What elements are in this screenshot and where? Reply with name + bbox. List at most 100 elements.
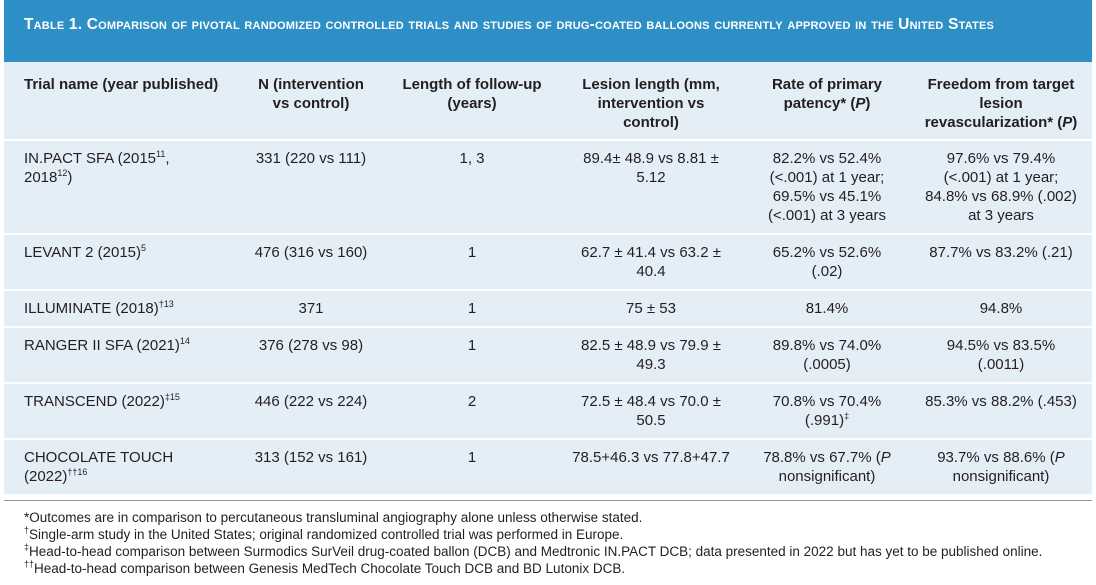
text-run: Rate of primary patency* ( — [771, 76, 883, 112]
text-run: 82.5 ± 48.9 vs 79.9 ± 49.3 — [581, 337, 721, 373]
table-cell: 1 — [386, 290, 558, 328]
header-row: Trial name (year published) N (interventi… — [4, 62, 1092, 141]
table-cell: 313 (152 vs 161) — [236, 439, 386, 496]
table-cell: 75 ± 53 — [558, 290, 744, 328]
table-row: TRANSCEND (2022)‡15 446 (222 vs 224) 2 72.5… — [4, 383, 1092, 440]
text-run: nonsignificant) — [778, 468, 876, 485]
text-run: 97.6% vs 79.4% (<.001) at 1 year; 84.8% … — [925, 150, 1077, 224]
text-run: 93.7% vs 88.6% ( — [937, 449, 1055, 466]
text-run: RANGER II SFA (2021) — [24, 337, 180, 354]
table-cell: 82.5 ± 48.9 vs 79.9 ± 49.3 — [558, 327, 744, 384]
superscript: †† — [24, 559, 35, 569]
column-header: Lesion length (mm, intervention vs contr… — [558, 62, 744, 141]
table-cell: 78.5+46.3 vs 77.8+47.7 — [558, 439, 744, 496]
table-cell: 371 — [236, 290, 386, 328]
table-cell: CHOCOLATE TOUCH (2022)††16 — [4, 439, 236, 496]
table-figure: Table 1. Comparison of pivotal randomize… — [4, 0, 1092, 585]
column-header: Trial name (year published) — [4, 62, 236, 141]
text-run: 1 — [467, 337, 477, 354]
text-run: Head-to-head comparison between Surmodic… — [29, 544, 1043, 559]
table-cell: 94.8% — [910, 290, 1092, 328]
table-cell: 331 (220 vs 111) — [236, 140, 386, 235]
column-header: N (intervention vs control) — [236, 62, 386, 141]
text-run: 476 (316 vs 160) — [254, 244, 368, 261]
table-cell: 89.4± 48.9 vs 8.81 ± 5.12 — [558, 140, 744, 235]
text-run: 446 (222 vs 224) — [254, 393, 368, 410]
italic-text: P — [880, 449, 891, 466]
footnote: ‡Head-to-head comparison between Surmodi… — [24, 543, 1072, 560]
text-run: 2 — [467, 393, 477, 410]
italic-text: P — [855, 95, 866, 112]
table-cell: 1, 3 — [386, 140, 558, 235]
text-run: 62.7 ± 41.4 vs 63.2 ± 40.4 — [581, 244, 721, 280]
table-cell: 446 (222 vs 224) — [236, 383, 386, 440]
superscript: † — [24, 525, 30, 535]
text-run: 94.5% vs 83.5% (.0011) — [946, 337, 1056, 373]
text-run: 70.8% vs 70.4% (.991) — [772, 393, 882, 429]
table-cell: 89.8% vs 74.0% (.0005) — [744, 327, 910, 384]
superscript: 14 — [179, 336, 190, 346]
table-cell: 476 (316 vs 160) — [236, 234, 386, 291]
table-cell: RANGER II SFA (2021)14 — [4, 327, 236, 384]
superscript: 5 — [141, 243, 147, 253]
text-run: 89.4± 48.9 vs 8.81 ± 5.12 — [583, 150, 719, 186]
text-run: Head-to-head comparison between Genesis … — [34, 561, 626, 576]
text-run: Single-arm study in the United States; o… — [29, 527, 624, 542]
column-header: Rate of primary patency* (P) — [744, 62, 910, 141]
table-row: CHOCOLATE TOUCH (2022)††16 313 (152 vs 16… — [4, 439, 1092, 496]
table-cell: 70.8% vs 70.4% (.991)‡ — [744, 383, 910, 440]
text-run: 85.3% vs 88.2% (.453) — [925, 393, 1077, 410]
text-run: 65.2% vs 52.6% (.02) — [772, 244, 882, 280]
table-title: Table 1. Comparison of pivotal randomize… — [4, 0, 1092, 62]
text-run: 72.5 ± 48.4 vs 70.0 ± 50.5 — [581, 393, 721, 429]
text-run: LEVANT 2 (2015) — [24, 244, 142, 261]
text-run: 1 — [467, 449, 477, 466]
table-cell: 2 — [386, 383, 558, 440]
table-row: ILLUMINATE (2018)†13 371 1 75 ± 53 81.4% 94.8… — [4, 290, 1092, 328]
table-row: IN.PACT SFA (201511, 201812) 331 (220 vs … — [4, 140, 1092, 235]
table-cell: 81.4% — [744, 290, 910, 328]
table-cell: 72.5 ± 48.4 vs 70.0 ± 50.5 — [558, 383, 744, 440]
table-cell: 376 (278 vs 98) — [236, 327, 386, 384]
table-cell: 97.6% vs 79.4% (<.001) at 1 year; 84.8% … — [910, 140, 1092, 235]
text-run: ILLUMINATE (2018) — [24, 300, 159, 317]
text-run: 94.8% — [979, 300, 1023, 317]
superscript: 12 — [57, 168, 68, 178]
table-cell: TRANSCEND (2022)‡15 — [4, 383, 236, 440]
footnotes: *Outcomes are in comparison to percutane… — [4, 500, 1092, 585]
table-cell: 87.7% vs 83.2% (.21) — [910, 234, 1092, 291]
text-run: IN.PACT SFA (2015 — [24, 150, 157, 167]
text-run: 89.8% vs 74.0% (.0005) — [772, 337, 882, 373]
text-run: 78.8% vs 67.7% ( — [763, 449, 881, 466]
text-run: Lesion length (mm, intervention vs contr… — [582, 76, 720, 131]
column-header: Freedom from target lesion revasculariza… — [910, 62, 1092, 141]
text-run: N (intervention vs control) — [258, 76, 364, 112]
text-run: , 2018 — [24, 150, 170, 186]
table-cell: 1 — [386, 439, 558, 496]
text-run: 331 (220 vs 111) — [255, 150, 367, 167]
footnote: †Single-arm study in the United States; … — [24, 526, 1072, 543]
text-run: CHOCOLATE TOUCH (2022) — [24, 449, 174, 485]
table: Trial name (year published) N (interventi… — [4, 62, 1092, 496]
text-run: ) — [1072, 114, 1078, 131]
text-run: *Outcomes are in comparison to percutane… — [24, 510, 643, 525]
text-run: ) — [865, 95, 871, 112]
superscript: ‡ — [24, 542, 30, 552]
table-cell: 1 — [386, 234, 558, 291]
text-run: 81.4% — [805, 300, 849, 317]
superscript: 11 — [156, 149, 166, 159]
footnote: ††Head-to-head comparison between Genesi… — [24, 560, 1072, 577]
table-cell: 78.8% vs 67.7% (P nonsignificant) — [744, 439, 910, 496]
italic-text: P — [1062, 114, 1073, 131]
table-cell: 62.7 ± 41.4 vs 63.2 ± 40.4 — [558, 234, 744, 291]
superscript: ††16 — [67, 467, 88, 477]
column-header: Length of follow-up (years) — [386, 62, 558, 141]
table-cell: 1 — [386, 327, 558, 384]
table-cell: LEVANT 2 (2015)5 — [4, 234, 236, 291]
text-run: 75 ± 53 — [626, 300, 676, 317]
text-run: ) — [67, 169, 73, 186]
table-row: RANGER II SFA (2021)14 376 (278 vs 98) 1 82… — [4, 327, 1092, 384]
table-cell: 93.7% vs 88.6% (P nonsignificant) — [910, 439, 1092, 496]
text-run: Freedom from target lesion revasculariza… — [924, 76, 1075, 131]
